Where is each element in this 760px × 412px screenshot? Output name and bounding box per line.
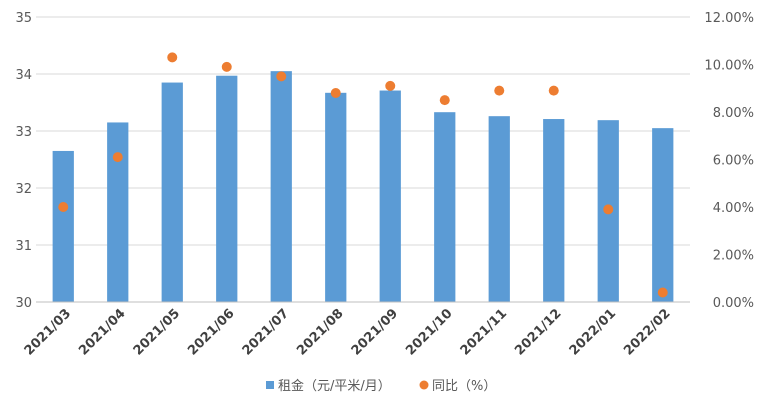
scatter-point: [276, 71, 287, 82]
y-right-tick-label: 12.00%: [704, 11, 754, 26]
dot-series: [58, 52, 668, 298]
bar: [52, 150, 74, 302]
scatter-point: [167, 52, 178, 63]
bar: [488, 116, 510, 303]
scatter-point: [494, 85, 505, 96]
y-left-tick-label: 32: [15, 182, 32, 197]
y-right-tick-label: 8.00%: [713, 106, 754, 121]
y-left-tick-label: 30: [15, 296, 32, 311]
y-left-tick-label: 35: [15, 11, 32, 26]
scatter-point: [657, 287, 668, 298]
x-tick-label: 2021/06: [185, 306, 237, 358]
y-left-tick-label: 33: [15, 125, 32, 140]
scatter-point: [221, 61, 232, 72]
y-left-tick-label: 34: [15, 68, 32, 83]
y-right-tick-label: 2.00%: [713, 249, 754, 264]
x-tick-label: 2021/05: [131, 306, 183, 358]
y-axis-left: 30 31 32 33 34 35: [15, 11, 32, 311]
gridlines: [36, 16, 690, 303]
legend-swatch-bar: [266, 381, 274, 389]
bar: [161, 82, 183, 302]
bar: [107, 122, 129, 302]
x-tick-label: 2021/07: [240, 306, 292, 358]
bar: [325, 92, 347, 302]
bar: [270, 71, 292, 303]
x-tick-label: 2021/03: [22, 306, 74, 358]
legend-label-bar: 租金（元/平米/月）: [278, 378, 391, 394]
bar: [434, 112, 456, 302]
legend: 租金（元/平米/月） 同比（%）: [266, 378, 496, 394]
scatter-point: [112, 152, 123, 163]
x-tick-label: 2021/12: [512, 306, 564, 358]
x-tick-label: 2021/08: [294, 306, 346, 358]
y-axis-right: 0.00% 2.00% 4.00% 6.00% 8.00% 10.00% 12.00%: [704, 11, 754, 311]
bar: [379, 90, 401, 302]
bar: [543, 119, 565, 302]
x-tick-label: 2021/10: [403, 306, 455, 358]
y-right-tick-label: 0.00%: [713, 296, 754, 311]
y-right-tick-label: 6.00%: [713, 154, 754, 169]
bar: [652, 128, 674, 302]
scatter-point: [385, 80, 396, 91]
legend-swatch-dot: [419, 380, 429, 390]
y-right-tick-label: 4.00%: [713, 201, 754, 216]
x-tick-label: 2022/02: [621, 306, 673, 358]
bar: [216, 75, 238, 303]
y-right-tick-label: 10.00%: [704, 59, 754, 74]
scatter-point: [603, 204, 614, 215]
scatter-point: [58, 202, 69, 212]
x-tick-label: 2021/04: [76, 306, 128, 358]
scatter-point: [330, 88, 341, 98]
y-left-tick-label: 31: [15, 239, 32, 254]
x-tick-label: 2022/01: [567, 306, 619, 358]
legend-label-dot: 同比（%）: [432, 379, 496, 394]
x-tick-label: 2021/09: [349, 306, 401, 358]
x-tick-label: 2021/11: [458, 306, 510, 358]
scatter-point: [439, 95, 450, 106]
x-axis: 2021/03 2021/04 2021/05 2021/06 2021/07 2021/…: [22, 301, 690, 359]
bar-series: [52, 71, 674, 303]
scatter-point: [548, 85, 559, 96]
